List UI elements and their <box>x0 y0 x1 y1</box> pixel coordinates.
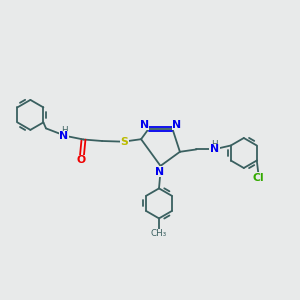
Text: N: N <box>155 167 164 177</box>
Text: N: N <box>59 131 69 142</box>
Text: O: O <box>77 155 86 165</box>
Text: N: N <box>172 120 181 130</box>
Text: H: H <box>61 126 67 135</box>
Text: N: N <box>210 144 219 154</box>
Text: S: S <box>121 136 128 147</box>
Text: Cl: Cl <box>253 173 264 183</box>
Text: H: H <box>211 140 218 148</box>
Text: N: N <box>140 120 149 130</box>
Text: CH₃: CH₃ <box>151 230 167 238</box>
